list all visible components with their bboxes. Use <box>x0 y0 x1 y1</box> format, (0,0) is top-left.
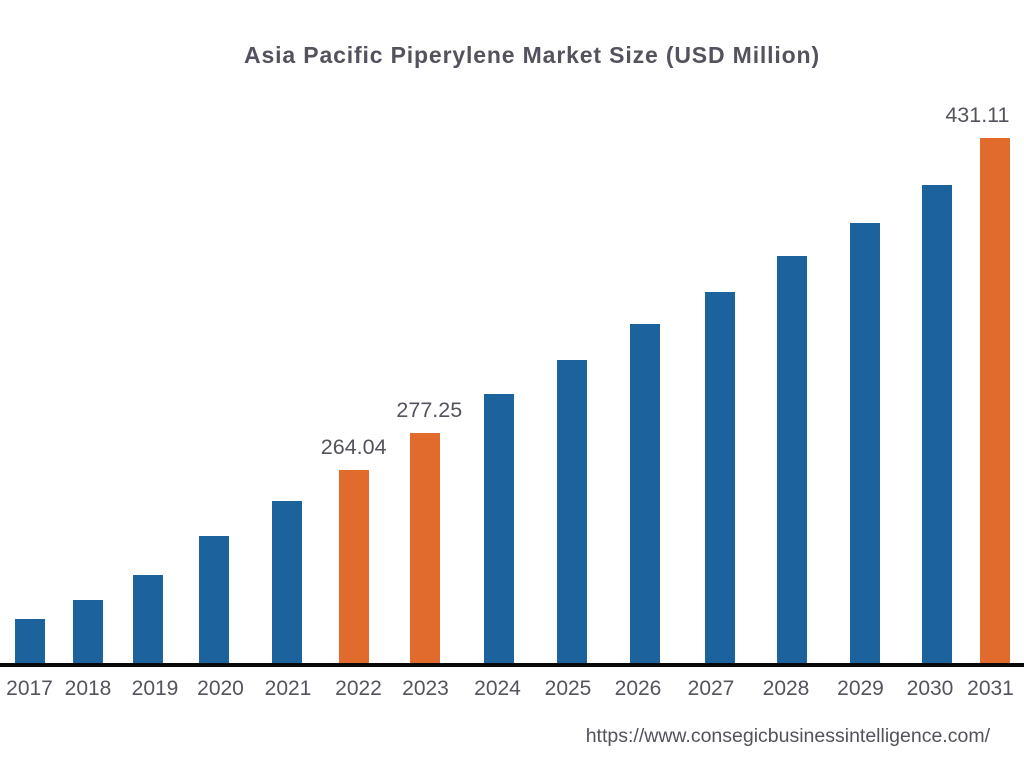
x-tick-2017: 2017 <box>6 676 53 700</box>
bar-2017 <box>14 619 45 663</box>
bar-value-label-2031: 431.11 <box>945 103 1010 127</box>
bar-2026 <box>629 324 660 663</box>
x-tick-2019: 2019 <box>131 676 179 700</box>
x-tick-2026: 2026 <box>614 676 662 700</box>
x-tick-2027: 2027 <box>687 676 735 700</box>
bar-2018 <box>73 600 103 663</box>
chart-title: Asia Pacific Piperylene Market Size (USD… <box>244 42 820 68</box>
x-tick-2029: 2029 <box>837 676 884 700</box>
bar-2019 <box>132 575 163 663</box>
x-tick-2018: 2018 <box>64 676 112 700</box>
x-tick-2020: 2020 <box>197 676 244 700</box>
footer-url-text: https://www.consegicbusinessintelligence… <box>585 725 990 747</box>
bar-2027 <box>704 292 735 663</box>
bar-2023 <box>410 432 440 663</box>
x-tick-2031: 2031 <box>967 676 1014 700</box>
x-axis-line <box>0 663 1024 667</box>
x-tick-2023: 2023 <box>402 676 449 700</box>
bar-2021 <box>271 500 302 663</box>
bar-value-label-2023: 277.25 <box>396 397 463 422</box>
x-tick-2030: 2030 <box>906 676 954 700</box>
bar-2024 <box>483 394 514 663</box>
x-tick-2025: 2025 <box>544 676 592 700</box>
bar-2029 <box>849 223 880 663</box>
bar-2020 <box>199 535 229 663</box>
x-tick-2022: 2022 <box>335 676 382 700</box>
bar-2030 <box>922 185 952 663</box>
bar-2028 <box>777 255 807 663</box>
x-tick-2028: 2028 <box>762 676 810 700</box>
bar-value-label-2022: 264.04 <box>320 434 387 459</box>
x-tick-2021: 2021 <box>264 676 312 700</box>
bar-2025 <box>557 359 587 663</box>
bar-2022 <box>338 469 369 663</box>
bar-2031 <box>979 138 1010 663</box>
x-tick-2024: 2024 <box>474 676 521 700</box>
